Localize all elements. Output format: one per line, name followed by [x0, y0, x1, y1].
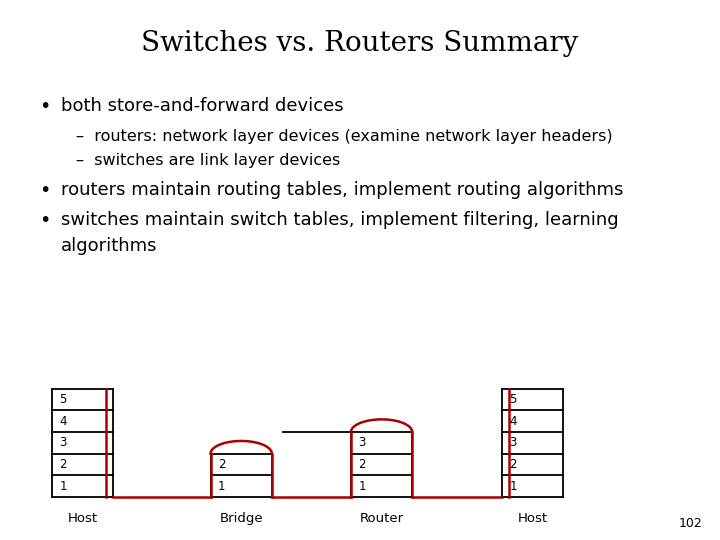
Text: 4: 4: [60, 415, 67, 428]
Text: •: •: [40, 211, 51, 229]
Text: Host: Host: [518, 512, 548, 525]
Text: 102: 102: [678, 517, 702, 530]
Text: 1: 1: [510, 480, 517, 492]
Text: –  switches are link layer devices: – switches are link layer devices: [76, 153, 340, 168]
Text: 5: 5: [60, 393, 67, 406]
Text: Switches vs. Routers Summary: Switches vs. Routers Summary: [141, 30, 579, 57]
Text: 2: 2: [510, 458, 517, 471]
Text: Router: Router: [359, 512, 404, 525]
Text: 4: 4: [510, 415, 517, 428]
Text: 1: 1: [218, 480, 225, 492]
Text: both store-and-forward devices: both store-and-forward devices: [61, 97, 344, 115]
Text: 3: 3: [359, 436, 366, 449]
Text: 5: 5: [510, 393, 517, 406]
Text: 3: 3: [60, 436, 67, 449]
Text: routers maintain routing tables, implement routing algorithms: routers maintain routing tables, impleme…: [61, 181, 624, 199]
Text: 1: 1: [359, 480, 366, 492]
Text: –  routers: network layer devices (examine network layer headers): – routers: network layer devices (examin…: [76, 129, 612, 144]
Text: 2: 2: [60, 458, 67, 471]
Text: Bridge: Bridge: [220, 512, 263, 525]
Text: 2: 2: [359, 458, 366, 471]
Text: 1: 1: [60, 480, 67, 492]
Text: •: •: [40, 181, 51, 200]
Text: switches maintain switch tables, implement filtering, learning: switches maintain switch tables, impleme…: [61, 211, 618, 228]
Text: 2: 2: [218, 458, 225, 471]
Text: 3: 3: [510, 436, 517, 449]
Text: •: •: [40, 97, 51, 116]
Text: Host: Host: [68, 512, 98, 525]
Text: algorithms: algorithms: [61, 237, 158, 254]
